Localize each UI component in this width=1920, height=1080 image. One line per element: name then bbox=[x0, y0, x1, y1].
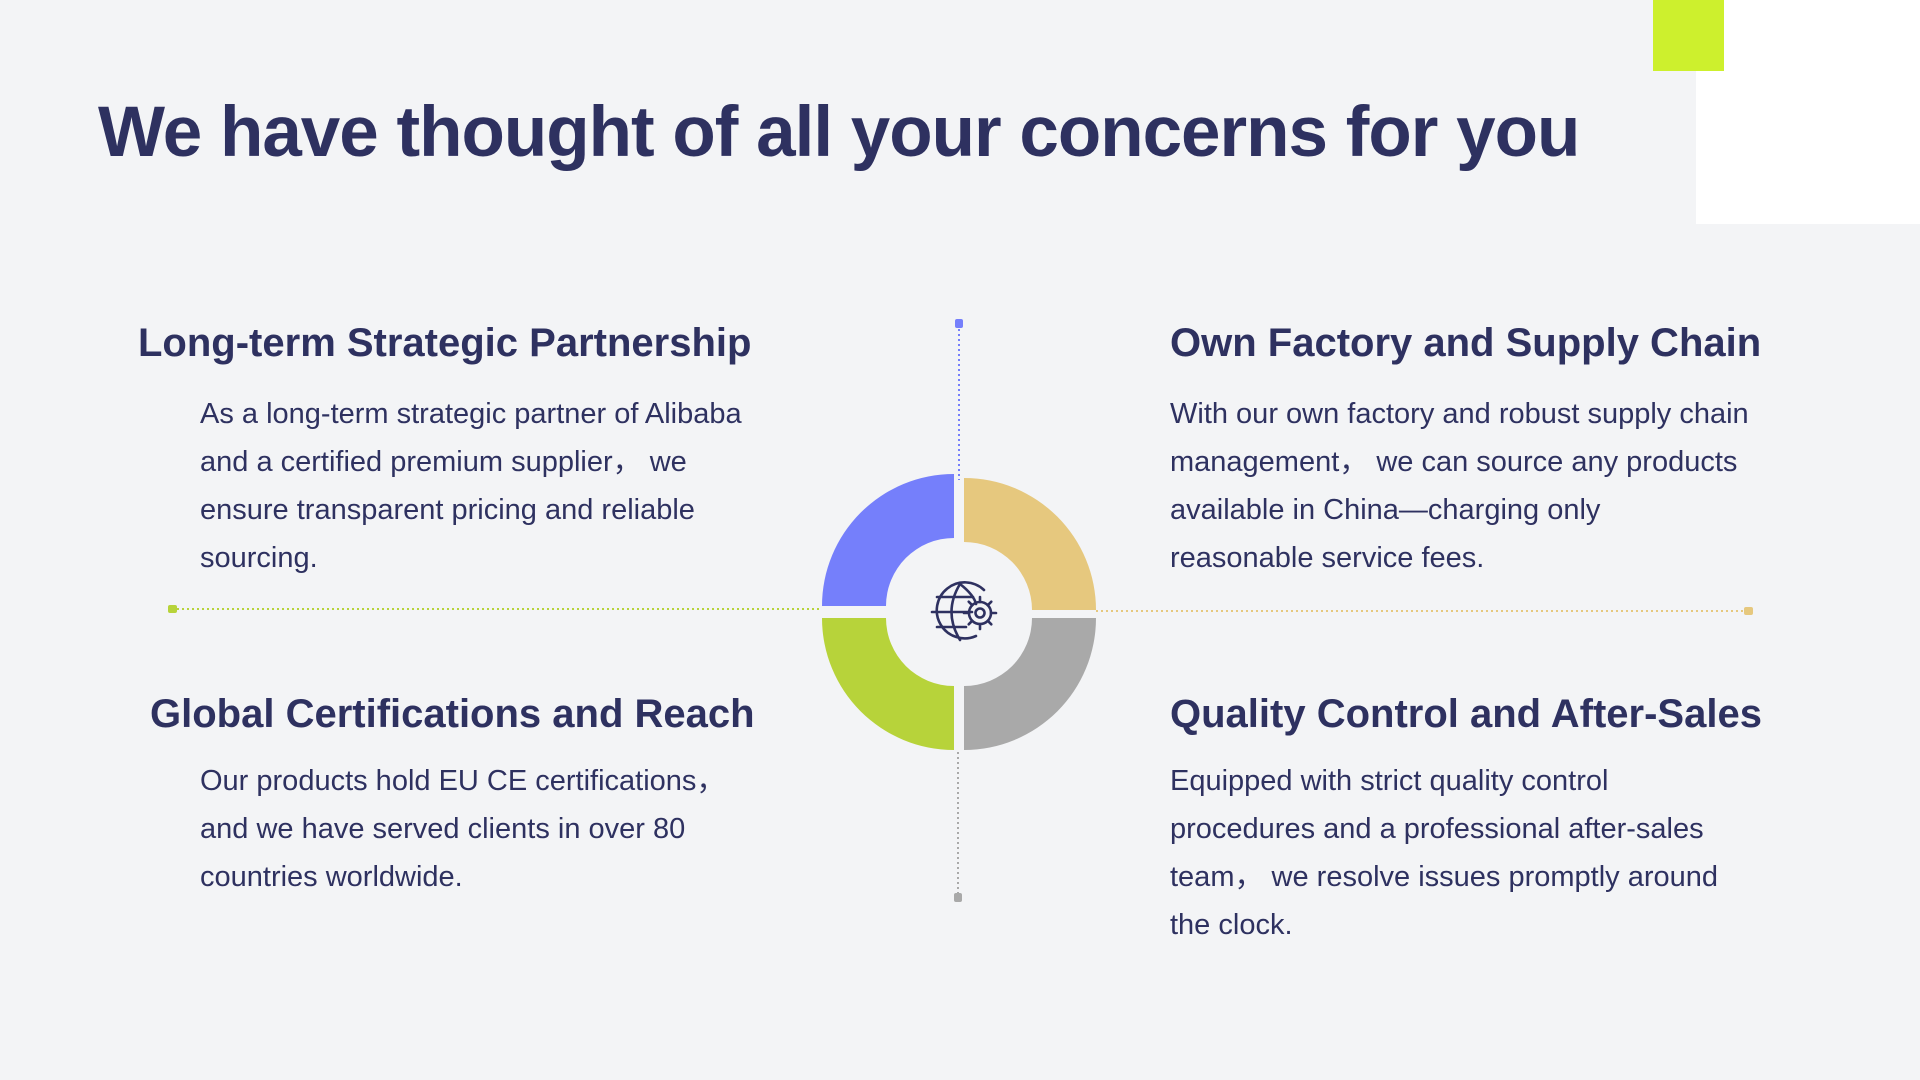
body-global-certifications: Our products hold EU CE certifications，a… bbox=[200, 765, 726, 893]
page-title: We have thought of all your concerns for… bbox=[98, 93, 1580, 172]
connector-right-dot bbox=[1744, 607, 1753, 615]
quadrant-blue bbox=[822, 474, 954, 606]
heading-strategic-partnership: Long-term Strategic Partnership bbox=[138, 321, 752, 365]
heading-global-certifications: Global Certifications and Reach bbox=[150, 692, 755, 736]
quadrant-green bbox=[822, 618, 954, 750]
quadrant-gold bbox=[964, 478, 1096, 610]
connector-bottom-dot bbox=[954, 893, 962, 902]
heading-factory-supply-chain: Own Factory and Supply Chain bbox=[1170, 321, 1762, 365]
connector-left-dot bbox=[168, 605, 177, 613]
body-strategic-partnership: As a long-term strategic partner of Alib… bbox=[200, 398, 742, 574]
heading-quality-control: Quality Control and After-Sales bbox=[1170, 692, 1762, 736]
corner-white-block bbox=[1696, 0, 1920, 224]
quadrant-gray bbox=[964, 618, 1096, 750]
connector-top-dot bbox=[955, 319, 963, 328]
globe-gear-icon bbox=[930, 581, 998, 642]
body-quality-control: Equipped with strict quality control pro… bbox=[1170, 765, 1719, 941]
corner-lime-block bbox=[1653, 0, 1724, 71]
body-factory-supply-chain: With our own factory and robust supply c… bbox=[1170, 398, 1749, 574]
